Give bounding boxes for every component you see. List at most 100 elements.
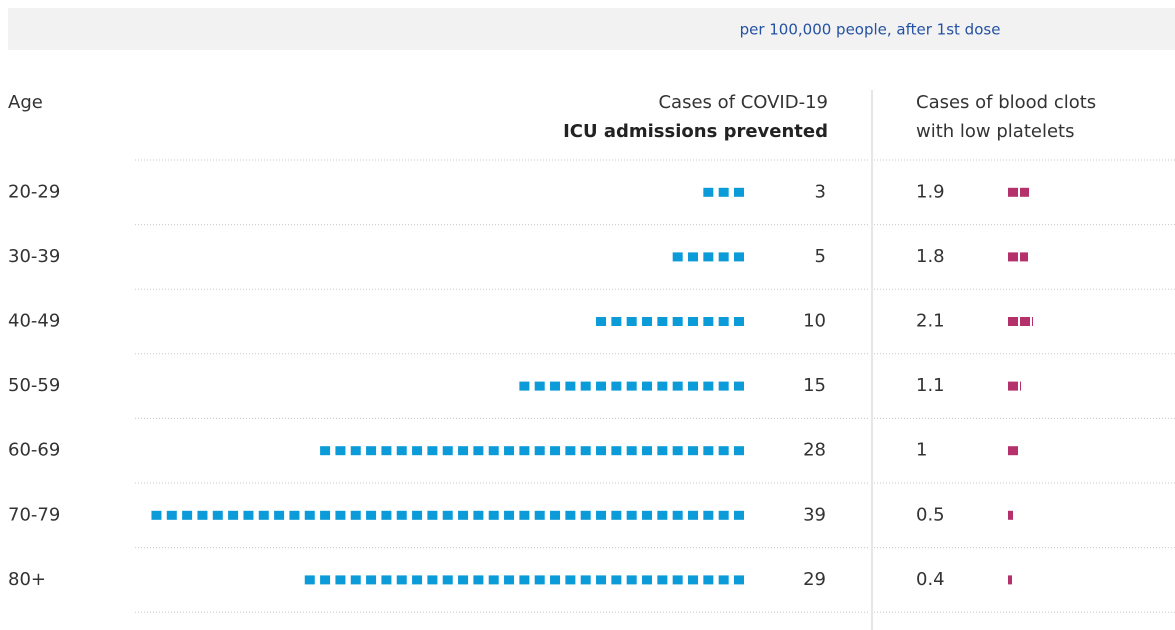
unit-square [1020, 187, 1029, 197]
unit-square [1008, 381, 1018, 391]
unit-square [611, 446, 622, 456]
unit-square [412, 446, 423, 456]
value-label: 1.1 [916, 375, 945, 396]
unit-square [1008, 187, 1018, 197]
unit-square [504, 575, 515, 585]
unit-square [672, 575, 683, 585]
unit-square [335, 446, 346, 456]
unit-square [734, 317, 744, 326]
value-label: 29 [803, 569, 826, 590]
unit-square [642, 317, 653, 326]
unit-square [718, 187, 729, 197]
unit-square [688, 317, 699, 326]
pictogram-bar [1008, 381, 1021, 391]
unit-square [596, 446, 607, 456]
category-label: 70-79 [8, 504, 60, 525]
unit-square [596, 510, 607, 520]
unit-square [228, 510, 239, 520]
unit-square [458, 575, 469, 585]
unit-square [657, 575, 668, 585]
category-label: 60-69 [8, 440, 60, 461]
unit-square [488, 510, 499, 520]
value-label: 0.4 [916, 569, 945, 590]
category-label: 30-39 [8, 246, 60, 267]
unit-square [734, 252, 744, 262]
unit-square [703, 510, 714, 520]
unit-square [335, 575, 346, 585]
value-label: 28 [803, 440, 826, 461]
value-label: 39 [803, 504, 826, 525]
unit-square [657, 510, 668, 520]
unit-square [473, 446, 484, 456]
unit-square [473, 575, 484, 585]
pictogram-bar [1008, 575, 1012, 585]
unit-square [166, 510, 177, 520]
unit-square [718, 317, 729, 326]
pictogram-bar [519, 381, 744, 391]
unit-square [734, 575, 744, 585]
unit-square [519, 446, 530, 456]
unit-square [396, 510, 407, 520]
unit-square [1008, 252, 1018, 262]
unit-square [350, 510, 361, 520]
unit-square [565, 381, 576, 391]
unit-square [672, 317, 683, 326]
value-label: 1.9 [916, 181, 945, 202]
unit-square [596, 317, 607, 326]
unit-square [350, 575, 361, 585]
unit-square [412, 575, 423, 585]
unit-square [381, 575, 392, 585]
unit-square [718, 510, 729, 520]
unit-square [565, 510, 576, 520]
unit-square [626, 317, 637, 326]
unit-square [611, 381, 622, 391]
unit-square [519, 510, 530, 520]
unit-square [657, 317, 668, 326]
unit-square [550, 510, 561, 520]
pictogram-bar [1008, 510, 1013, 520]
unit-square [412, 510, 423, 520]
unit-square [550, 381, 561, 391]
unit-square [427, 510, 438, 520]
unit-square [304, 510, 315, 520]
unit-square [182, 510, 193, 520]
unit-square [626, 510, 637, 520]
unit-square [519, 381, 530, 391]
unit-square [1020, 317, 1030, 326]
unit-square [703, 446, 714, 456]
unit-square [258, 510, 269, 520]
value-label: 1.8 [916, 246, 945, 267]
unit-square [427, 446, 438, 456]
unit-square [580, 575, 591, 585]
unit-square [734, 510, 744, 520]
pictogram-bar [304, 575, 744, 585]
unit-square [534, 446, 545, 456]
unit-square [703, 187, 714, 197]
value-label: 0.5 [916, 504, 945, 525]
unit-square [626, 381, 637, 391]
unit-square [396, 575, 407, 585]
unit-square [718, 252, 729, 262]
unit-square [442, 446, 453, 456]
unit-square [580, 510, 591, 520]
unit-square [672, 510, 683, 520]
value-label: 3 [815, 181, 826, 202]
unit-square [1020, 252, 1028, 262]
unit-square [320, 510, 331, 520]
unit-square [488, 575, 499, 585]
unit-square [534, 381, 545, 391]
unit-square [458, 446, 469, 456]
unit-square [381, 446, 392, 456]
subtitle: per 100,000 people, after 1st dose [740, 21, 1001, 39]
unit-square [642, 446, 653, 456]
unit-square [350, 446, 361, 456]
unit-square [626, 575, 637, 585]
unit-square [703, 381, 714, 391]
pictogram-bar [1008, 187, 1029, 197]
unit-square [197, 510, 208, 520]
unit-square [688, 575, 699, 585]
unit-square [1008, 317, 1018, 326]
unit-square [642, 381, 653, 391]
